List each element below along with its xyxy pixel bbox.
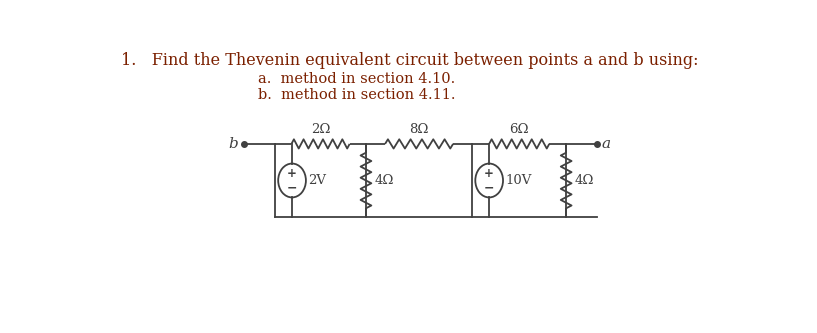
Text: 6Ω: 6Ω	[510, 123, 529, 136]
Text: 4Ω: 4Ω	[574, 174, 594, 187]
Text: +: +	[484, 167, 494, 180]
Text: b: b	[229, 137, 238, 151]
Text: 8Ω: 8Ω	[409, 123, 429, 136]
Text: −: −	[484, 181, 494, 194]
Text: +: +	[287, 167, 297, 180]
Text: 10V: 10V	[506, 174, 532, 187]
Text: 2Ω: 2Ω	[310, 123, 330, 136]
Text: a: a	[601, 137, 611, 151]
Text: b.  method in section 4.11.: b. method in section 4.11.	[258, 89, 456, 103]
Text: a.  method in section 4.10.: a. method in section 4.10.	[258, 72, 455, 86]
Text: 4Ω: 4Ω	[374, 174, 394, 187]
Text: 1.   Find the Thevenin equivalent circuit between points a and b using:: 1. Find the Thevenin equivalent circuit …	[121, 52, 699, 69]
Text: 2V: 2V	[308, 174, 326, 187]
Text: −: −	[287, 181, 297, 194]
